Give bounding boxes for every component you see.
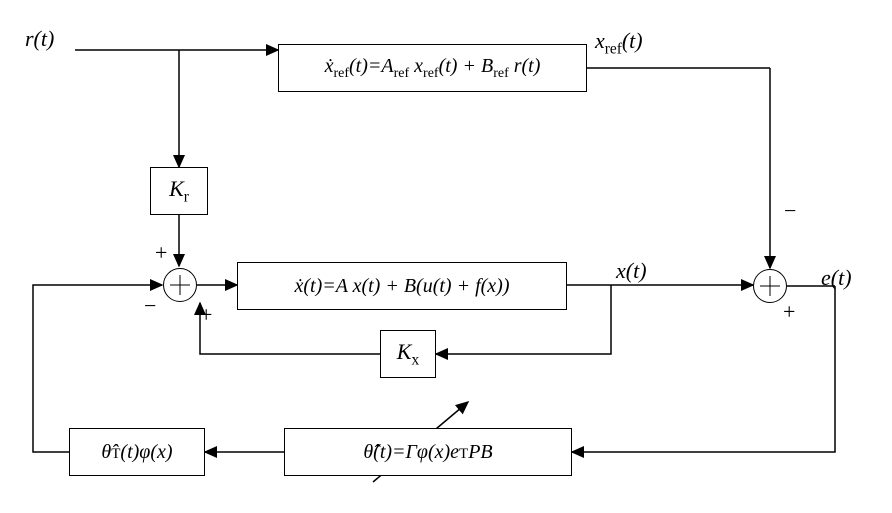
ref-output-label: xref(t)	[595, 28, 643, 58]
input-signal-label: r(t)	[25, 26, 54, 52]
kx-gain-box: Kx	[380, 330, 436, 378]
minus-sign-theta: −	[144, 293, 156, 319]
minus-sign-ref: −	[784, 198, 796, 224]
kr-gain-label: Kr	[169, 176, 189, 206]
adaptation-law-box: θ̇̂(t)=Γφ(x)eTPB	[284, 428, 572, 476]
adaptation-law-eq: θ̇̂(t)=Γφ(x)eTPB	[363, 441, 492, 464]
plant-box: ẋ(t)=A x(t) + B(u(t) + f(x))	[237, 262, 567, 310]
left-summing-junction	[163, 268, 197, 302]
kr-gain-box: Kr	[150, 167, 208, 215]
plus-sign-plant: +	[783, 299, 795, 325]
plus-sign-kr: +	[155, 240, 167, 266]
reference-model-eq: ẋref(t)=Aref xref(t) + Bref r(t)	[325, 55, 541, 82]
kx-gain-label: Kx	[397, 339, 419, 369]
plus-sign-kx: +	[200, 302, 212, 328]
plant-output-label: x(t)	[616, 258, 647, 284]
theta-phi-box: θ̂T(t)φ(x)	[69, 428, 205, 476]
right-summing-junction	[753, 269, 787, 303]
plant-eq: ẋ(t)=A x(t) + B(u(t) + f(x))	[294, 275, 509, 298]
reference-model-box: ẋref(t)=Aref xref(t) + Bref r(t)	[278, 44, 587, 92]
theta-phi-eq: θ̂T(t)φ(x)	[101, 441, 172, 464]
error-signal-label: e(t)	[821, 265, 852, 291]
